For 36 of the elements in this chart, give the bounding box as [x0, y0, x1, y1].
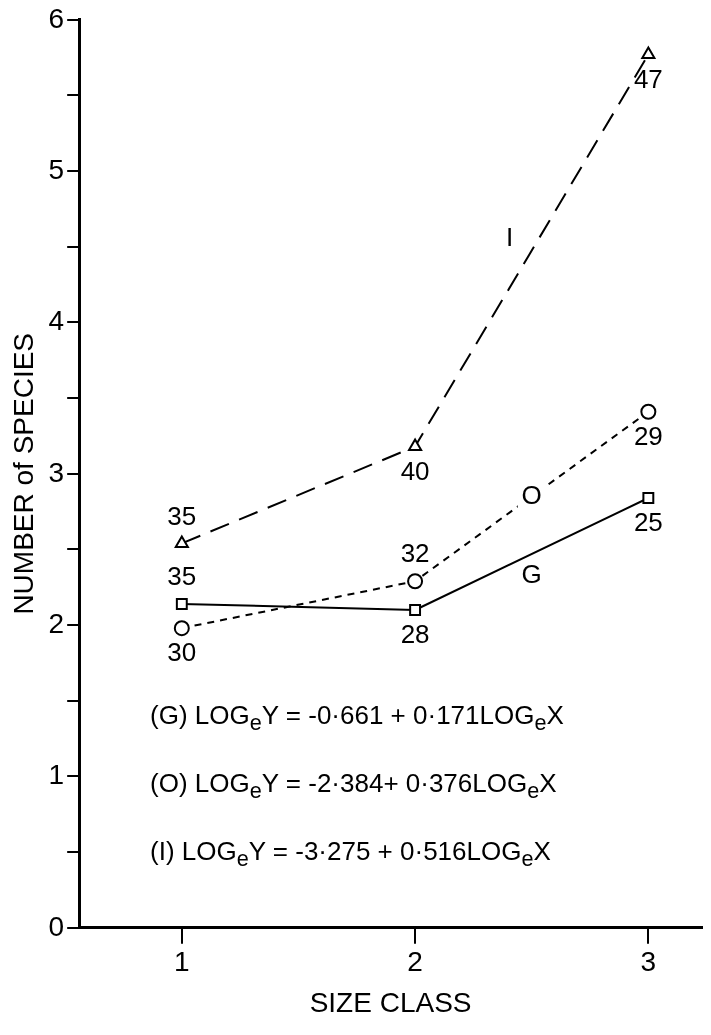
y-tick-label: 0: [48, 910, 65, 942]
point: [173, 620, 190, 637]
point: [408, 438, 423, 452]
x-tick-label: 2: [407, 946, 423, 978]
annotation: 40: [400, 455, 430, 486]
y-tick-label: 4: [48, 305, 65, 337]
annotation: 29: [633, 420, 663, 451]
y-tick-label: 3: [48, 456, 65, 488]
annotation: 25: [633, 507, 663, 538]
point: [174, 535, 189, 548]
y-axis-title: NUMBER of SPECIES: [7, 332, 39, 615]
annotation: (G) LOG$_{e}$Y = -0·661 + 0·171LOG$_{e}$X: [150, 700, 564, 737]
x-tick-label: 1: [174, 946, 190, 978]
y-tick-label: 1: [48, 759, 65, 791]
annotation: 30: [167, 637, 197, 668]
annotation: (I) LOG$_{e}$Y = -3·275 + 0·516LOG$_{e}$X: [150, 836, 552, 873]
point: [175, 598, 188, 610]
y-tick-label: 2: [48, 607, 65, 639]
point: [642, 492, 655, 504]
series-label: G: [521, 559, 542, 590]
annotation: 35: [167, 500, 197, 531]
y-tick-label: 6: [48, 2, 65, 34]
x-axis-title: SIZE CLASS: [309, 986, 472, 1018]
series-label: O: [521, 479, 542, 510]
point: [641, 46, 656, 60]
x-tick-label: 3: [640, 946, 657, 978]
annotation: (O) LOG$_{e}$Y = -2·384+ 0·376LOG$_{e}$X: [150, 768, 558, 805]
annotation: 47: [633, 63, 663, 94]
annotation: 32: [400, 538, 430, 569]
annotation: 35: [167, 561, 197, 592]
point: [409, 604, 422, 616]
point: [640, 403, 657, 420]
point: [407, 573, 424, 590]
annotation: 28: [400, 619, 430, 650]
series-label: I: [506, 221, 514, 252]
y-tick-label: 5: [48, 153, 65, 185]
